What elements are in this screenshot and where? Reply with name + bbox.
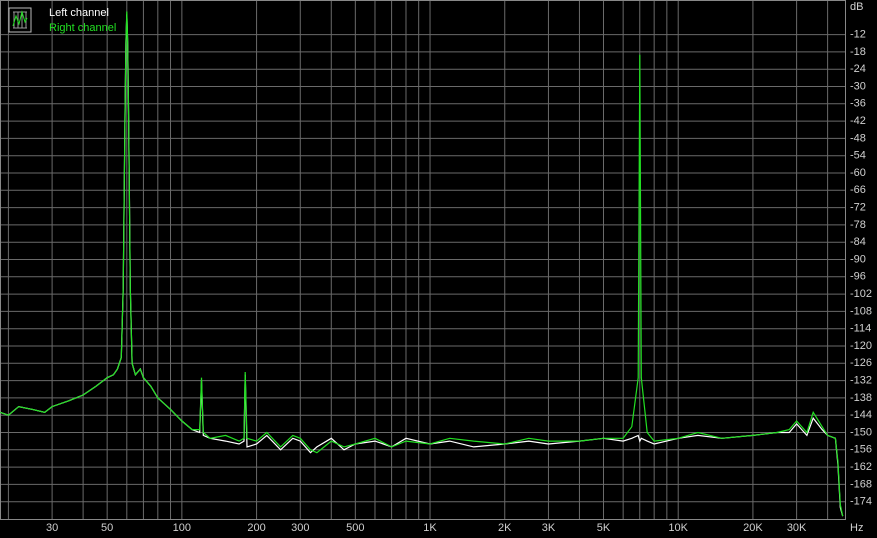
x-unit-label: Hz — [850, 522, 863, 534]
x-tick-label: 500 — [346, 522, 364, 534]
y-tick-label: -174 — [850, 496, 872, 508]
y-tick-label: -162 — [850, 461, 872, 473]
y-tick-label: -108 — [850, 305, 872, 317]
y-tick-label: -24 — [850, 63, 866, 75]
y-unit-label: dB — [850, 1, 863, 13]
legend-icon-trace — [12, 10, 28, 27]
y-tick-label: -72 — [850, 202, 866, 214]
plot-frame — [0, 0, 846, 520]
y-tick-label: -90 — [850, 253, 866, 265]
x-tick-label: 20K — [743, 522, 763, 534]
spectrum-line — [0, 11, 844, 517]
x-tick-label: 200 — [247, 522, 265, 534]
legend-label: Left channel — [49, 7, 109, 19]
y-tick-label: -150 — [850, 426, 872, 438]
y-tick-label: -168 — [850, 478, 872, 490]
x-tick-label: 30 — [46, 522, 58, 534]
y-tick-label: -156 — [850, 444, 872, 456]
y-tick-label: -114 — [850, 323, 871, 335]
y-tick-label: -12 — [850, 29, 866, 41]
y-tick-label: -42 — [850, 115, 866, 127]
y-tick-label: -78 — [850, 219, 866, 231]
x-tick-label: 30K — [787, 522, 807, 534]
y-tick-label: -36 — [850, 98, 866, 110]
y-tick-label: -30 — [850, 80, 866, 92]
x-tick-label: 10K — [668, 522, 688, 534]
y-tick-label: -96 — [850, 271, 866, 283]
x-tick-label: 5K — [597, 522, 611, 534]
y-tick-label: -84 — [850, 236, 866, 248]
x-tick-label: 100 — [173, 522, 191, 534]
y-tick-label: -66 — [850, 184, 866, 196]
y-tick-label: -18 — [850, 46, 866, 58]
legend — [8, 7, 32, 33]
y-tick-label: -144 — [850, 409, 872, 421]
x-tick-label: 50 — [101, 522, 113, 534]
y-tick-label: -120 — [850, 340, 872, 352]
x-tick-label: 300 — [291, 522, 309, 534]
y-tick-label: -132 — [850, 375, 872, 387]
y-tick-label: -54 — [850, 150, 866, 162]
y-tick-label: -138 — [850, 392, 872, 404]
y-tick-label: -60 — [850, 167, 866, 179]
y-tick-label: -102 — [850, 288, 872, 300]
x-tick-label: 1K — [423, 522, 437, 534]
y-tick-label: -48 — [850, 132, 866, 144]
y-tick-label: -126 — [850, 357, 872, 369]
x-tick-label: 2K — [498, 522, 512, 534]
grid — [0, 0, 845, 519]
legend-label: Right channel — [49, 22, 116, 34]
x-tick-label: 3K — [542, 522, 556, 534]
